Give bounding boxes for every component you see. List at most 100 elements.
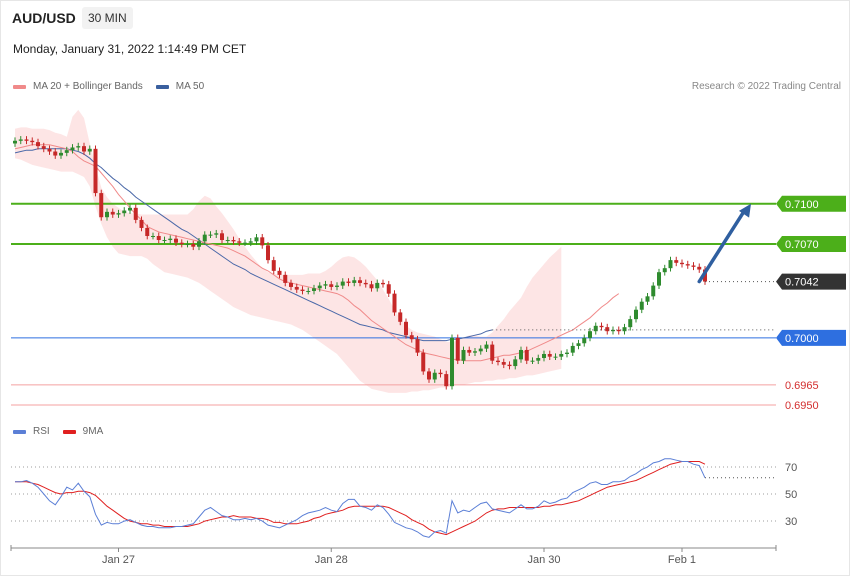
candle <box>455 334 460 365</box>
candle <box>13 137 17 147</box>
candle-body <box>651 285 656 297</box>
candle <box>208 231 213 238</box>
candle-body <box>329 284 334 287</box>
rsi-level-label-50: 50 <box>785 489 797 501</box>
candle <box>248 238 253 247</box>
candle <box>358 276 362 287</box>
candle-body <box>133 207 138 220</box>
candle-body <box>553 356 558 358</box>
candle-body <box>611 329 615 332</box>
legend-label-ma50: MA 50 <box>175 81 205 92</box>
candle <box>427 368 431 383</box>
candle-body <box>254 237 259 242</box>
candle <box>82 142 86 155</box>
candle <box>151 232 155 240</box>
timeframe-badge[interactable]: 30 MIN <box>82 7 133 29</box>
candle-body <box>312 288 316 291</box>
candle <box>444 370 449 390</box>
candle-body <box>277 270 282 275</box>
legend-swatch-rsi <box>13 429 26 434</box>
candle-body <box>317 285 322 289</box>
candle-body <box>501 362 506 365</box>
candle-body <box>116 213 121 215</box>
candle <box>139 216 144 232</box>
candle <box>179 239 184 248</box>
candle-body <box>409 335 414 340</box>
credit-text: Research © 2022 Trading Central <box>691 81 841 92</box>
level-label-0.6965: 0.6965 <box>785 380 819 392</box>
candle <box>553 353 558 361</box>
candle <box>340 278 345 289</box>
candle <box>576 339 581 350</box>
candle <box>202 231 207 245</box>
candle-body <box>547 353 552 357</box>
legend-swatch-ma50 <box>155 84 169 89</box>
candle-body <box>248 241 253 243</box>
candle <box>346 278 351 287</box>
candle <box>53 148 58 159</box>
candle <box>214 229 219 238</box>
candle <box>645 292 650 306</box>
candle <box>64 146 69 157</box>
candle <box>225 236 230 244</box>
x-tick-label: Jan 28 <box>315 554 348 566</box>
candle <box>122 207 127 217</box>
candle-body <box>162 240 167 242</box>
candle-body <box>599 325 604 328</box>
candle <box>697 263 702 273</box>
candle <box>283 271 288 287</box>
candle-body <box>375 282 380 289</box>
candle-body <box>260 237 265 246</box>
candle <box>605 323 610 335</box>
candle <box>128 204 132 214</box>
candle-body <box>64 150 69 153</box>
candle <box>260 233 265 249</box>
candle-body <box>145 227 150 236</box>
candle-body <box>634 309 638 320</box>
candle-body <box>323 284 328 286</box>
bollinger-band <box>15 109 562 393</box>
candle <box>547 350 552 361</box>
legend-label-rsi-ma: 9MA <box>82 426 104 437</box>
candle-body <box>582 337 587 344</box>
candle <box>450 334 454 390</box>
candle <box>197 238 201 251</box>
candle <box>133 204 138 224</box>
candle-body <box>386 284 391 294</box>
candle <box>519 346 523 363</box>
candle-body <box>404 321 408 336</box>
rsi-legend: RSI 9MA <box>13 426 116 437</box>
candle <box>99 189 104 221</box>
candle-body <box>478 348 483 352</box>
candle-body <box>105 211 109 218</box>
candle <box>409 331 414 343</box>
candle-body <box>76 146 81 148</box>
candle-body <box>139 219 144 228</box>
candle-body <box>151 235 155 237</box>
candle-body <box>271 260 276 271</box>
candle <box>570 342 575 356</box>
candle-body <box>99 193 104 218</box>
candle <box>398 309 403 326</box>
candle-body <box>450 337 454 387</box>
candle-body <box>156 235 161 241</box>
candle <box>680 259 684 268</box>
candle-body <box>122 210 127 214</box>
candle-body <box>208 234 213 236</box>
candle-body <box>168 238 173 241</box>
candle-body <box>639 301 644 310</box>
candle-body <box>484 344 489 349</box>
candle <box>651 282 656 300</box>
candle-body <box>576 343 581 346</box>
candle-body <box>243 242 247 244</box>
candle <box>691 262 696 271</box>
legend-swatch-ma20 <box>13 84 26 89</box>
ma20-line <box>14 144 620 362</box>
candle <box>266 242 270 264</box>
level-label-0.7000: 0.7000 <box>785 333 819 345</box>
candle <box>289 279 293 291</box>
candle-body <box>588 331 592 338</box>
x-tick-label: Jan 27 <box>102 554 135 566</box>
candle-body <box>197 241 201 247</box>
